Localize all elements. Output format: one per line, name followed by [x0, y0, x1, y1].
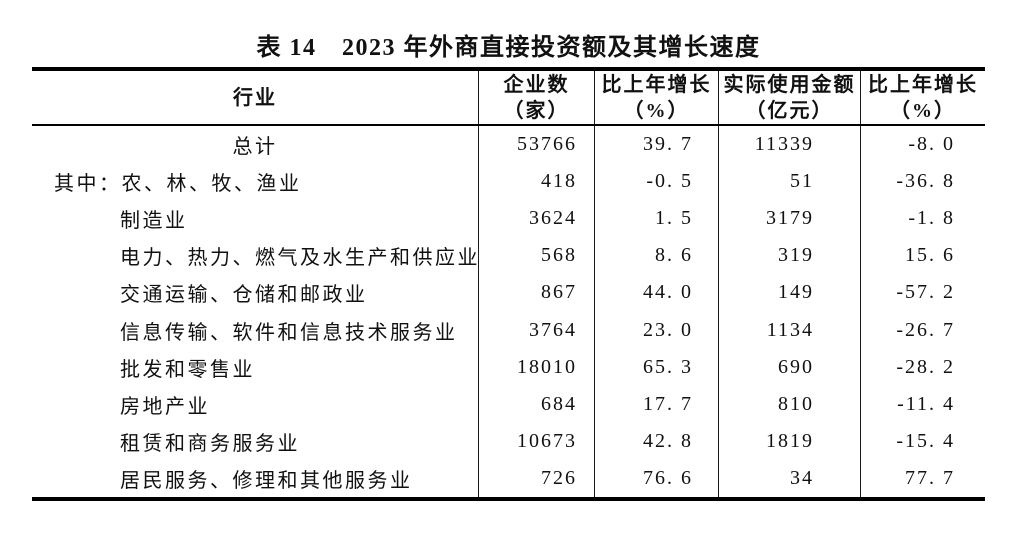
table-row: 总计 53766 39. 7 11339 -8. 0 [32, 126, 985, 164]
enterprises-cell: 18010 [478, 348, 594, 386]
industry-cell: 制造业 [120, 210, 188, 233]
amount-cell: 810 [718, 385, 860, 423]
header-enterprises-growth-line1: 比上年增长 [601, 73, 712, 96]
header-amount-growth: 比上年增长 （%） [860, 71, 985, 124]
enterprises-cell: 3624 [478, 200, 594, 238]
enterprises-cell: 3764 [478, 311, 594, 349]
amount-growth-cell: -26. 7 [860, 311, 985, 349]
enterprises-cell: 418 [478, 163, 594, 201]
header-amount-growth-line2: （%） [890, 99, 956, 122]
header-amount: 实际使用金额 （亿元） [718, 71, 860, 124]
header-enterprises: 企业数 （家） [478, 71, 594, 124]
table-row: 批发和零售业 18010 65. 3 690 -28. 2 [32, 348, 985, 386]
amount-cell: 1819 [718, 422, 860, 460]
amount-growth-cell: -1. 8 [860, 200, 985, 238]
amount-growth-cell: -15. 4 [860, 422, 985, 460]
amount-cell: 1134 [718, 311, 860, 349]
industry-cell: 居民服务、修理和其他服务业 [120, 469, 413, 492]
header-amount-line1: 实际使用金额 [723, 73, 856, 96]
industry-cell: 房地产业 [120, 395, 210, 418]
industry-cell: 电力、热力、燃气及水生产和供应业 [120, 247, 478, 270]
industry-cell: 交通运输、仓储和邮政业 [120, 284, 368, 307]
industry-cell: 信息传输、软件和信息技术服务业 [120, 321, 458, 344]
table-row: 电力、热力、燃气及水生产和供应业 568 8. 6 319 15. 6 [32, 237, 985, 275]
enterprises-cell: 10673 [478, 422, 594, 460]
enterprises-cell: 53766 [478, 126, 594, 164]
amount-cell: 11339 [718, 126, 860, 164]
header-enterprises-line2: （家） [503, 99, 570, 122]
table-row: 信息传输、软件和信息技术服务业 3764 23. 0 1134 -26. 7 [32, 311, 985, 349]
amount-cell: 34 [718, 459, 860, 497]
table-row: 租赁和商务服务业 10673 42. 8 1819 -15. 4 [32, 422, 985, 460]
header-enterprises-growth-line2: （%） [623, 99, 690, 122]
enterprises-cell: 726 [478, 459, 594, 497]
enterprises-cell: 684 [478, 385, 594, 423]
enterprises-growth-cell: 39. 7 [594, 126, 718, 164]
amount-growth-cell: -28. 2 [860, 348, 985, 386]
amount-cell: 319 [718, 237, 860, 275]
enterprises-growth-cell: 8. 6 [594, 237, 718, 275]
amount-growth-cell: -11. 4 [860, 385, 985, 423]
amount-cell: 690 [718, 348, 860, 386]
amount-cell: 149 [718, 274, 860, 312]
industry-cell: 批发和零售业 [120, 358, 255, 381]
amount-cell: 3179 [718, 200, 860, 238]
enterprises-growth-cell: 17. 7 [594, 385, 718, 423]
table-row: 制造业 3624 1. 5 3179 -1. 8 [32, 200, 985, 238]
header-amount-growth-line1: 比上年增长 [868, 73, 978, 96]
header-amount-line2: （亿元） [745, 99, 834, 122]
enterprises-growth-cell: 65. 3 [594, 348, 718, 386]
table-row: 居民服务、修理和其他服务业 726 76. 6 34 77. 7 [32, 459, 985, 497]
table-row: 交通运输、仓储和邮政业 867 44. 0 149 -57. 2 [32, 274, 985, 312]
enterprises-growth-cell: 42. 8 [594, 422, 718, 460]
amount-cell: 51 [718, 163, 860, 201]
table-header-row: 行业 企业数 （家） 比上年增长 （%） 实际使用金额 （亿元） 比上年增长 （… [32, 71, 985, 126]
enterprises-growth-cell: 23. 0 [594, 311, 718, 349]
amount-growth-cell: 15. 6 [860, 237, 985, 275]
enterprises-growth-cell: 76. 6 [594, 459, 718, 497]
amount-growth-cell: -57. 2 [860, 274, 985, 312]
industry-cell: 租赁和商务服务业 [120, 432, 300, 455]
enterprises-cell: 568 [478, 237, 594, 275]
table-title: 表 14 2023 年外商直接投资额及其增长速度 [256, 35, 761, 61]
amount-growth-cell: -8. 0 [860, 126, 985, 164]
table-row: 其中：农、林、牧、渔业 418 -0. 5 51 -36. 8 [32, 163, 985, 201]
amount-growth-cell: -36. 8 [860, 163, 985, 201]
enterprises-cell: 867 [478, 274, 594, 312]
enterprises-growth-cell: 1. 5 [594, 200, 718, 238]
industry-cell: 其中：农、林、牧、渔业 [54, 173, 302, 196]
header-industry-label: 行业 [233, 86, 277, 109]
header-enterprises-line1: 企业数 [503, 73, 570, 96]
enterprises-growth-cell: -0. 5 [594, 163, 718, 201]
table-row: 房地产业 684 17. 7 810 -11. 4 [32, 385, 985, 423]
fdi-table: 行业 企业数 （家） 比上年增长 （%） 实际使用金额 （亿元） 比上年增长 （… [32, 67, 985, 501]
enterprises-growth-cell: 44. 0 [594, 274, 718, 312]
header-enterprises-growth: 比上年增长 （%） [594, 71, 718, 124]
amount-growth-cell: 77. 7 [860, 459, 985, 497]
header-industry: 行业 [32, 71, 478, 124]
industry-cell: 总计 [232, 136, 278, 159]
